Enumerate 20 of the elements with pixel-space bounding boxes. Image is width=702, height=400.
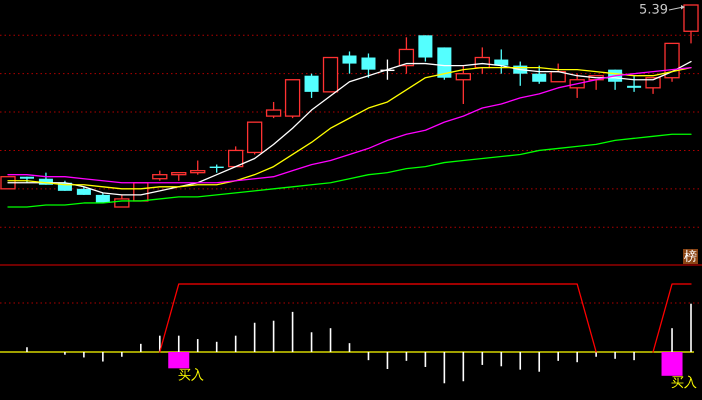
bar <box>662 352 683 376</box>
candlestick <box>361 52 376 78</box>
candlestick <box>210 164 224 174</box>
candlestick <box>398 36 414 74</box>
candlestick <box>228 146 244 168</box>
candlestick <box>456 64 472 105</box>
bar <box>168 352 190 368</box>
candlestick <box>532 64 546 84</box>
candlestick <box>494 48 508 74</box>
candlestick <box>342 50 357 74</box>
candlestick <box>627 75 642 93</box>
candlestick <box>550 62 566 82</box>
annotation: 买入 <box>671 376 698 391</box>
candlestick <box>266 101 282 119</box>
annotation: 买入 <box>178 368 204 384</box>
annotation: 5.39 <box>639 2 668 18</box>
candlestick <box>418 34 432 62</box>
candlestick <box>190 160 206 176</box>
candlestick <box>152 170 168 182</box>
candlestick <box>304 73 319 99</box>
